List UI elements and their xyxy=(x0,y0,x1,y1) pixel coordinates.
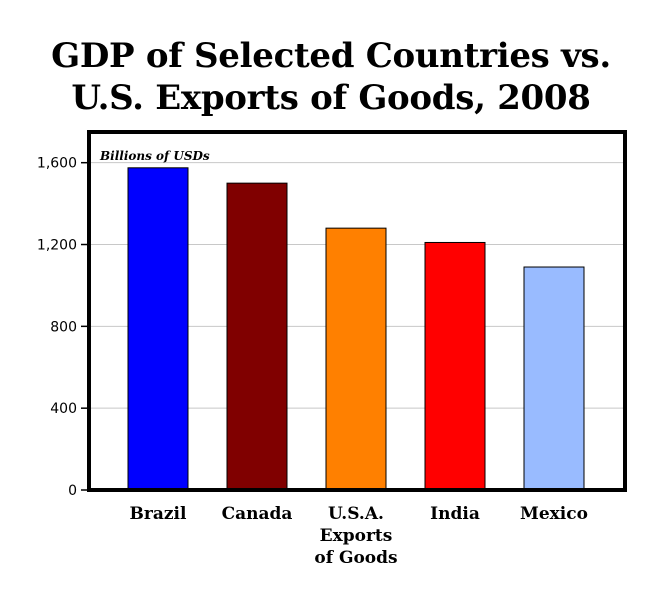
bar-layer xyxy=(127,167,585,491)
y-tick-label: 1,200 xyxy=(37,238,77,254)
y-axis-ticks: 0 400 800 1,200 1,600 xyxy=(37,156,89,499)
bar xyxy=(523,266,585,491)
x-category-label: Brazil xyxy=(130,504,187,524)
x-category-label: Mexico xyxy=(520,504,588,524)
chart-title-line-1: GDP of Selected Countries vs. xyxy=(51,36,611,76)
x-category-label: Canada xyxy=(222,504,293,524)
bar xyxy=(226,182,288,491)
y-tick-label: 800 xyxy=(50,319,77,335)
bar xyxy=(424,241,486,491)
chart-title-line-2: U.S. Exports of Goods, 2008 xyxy=(71,78,591,118)
y-tick-label: 400 xyxy=(50,401,77,417)
bar xyxy=(127,167,189,491)
unit-label: Billions of USDs xyxy=(99,149,210,163)
y-tick-label: 1,600 xyxy=(37,156,77,172)
plot-frame xyxy=(87,130,627,492)
x-category-label: U.S.A. Exports of Goods xyxy=(314,504,397,568)
bar xyxy=(325,227,387,491)
y-tick-label: 0 xyxy=(68,483,77,499)
x-axis-labels: Brazil Canada U.S.A. Exports of Goods India Me… xyxy=(130,504,588,568)
x-category-label: India xyxy=(430,504,480,524)
